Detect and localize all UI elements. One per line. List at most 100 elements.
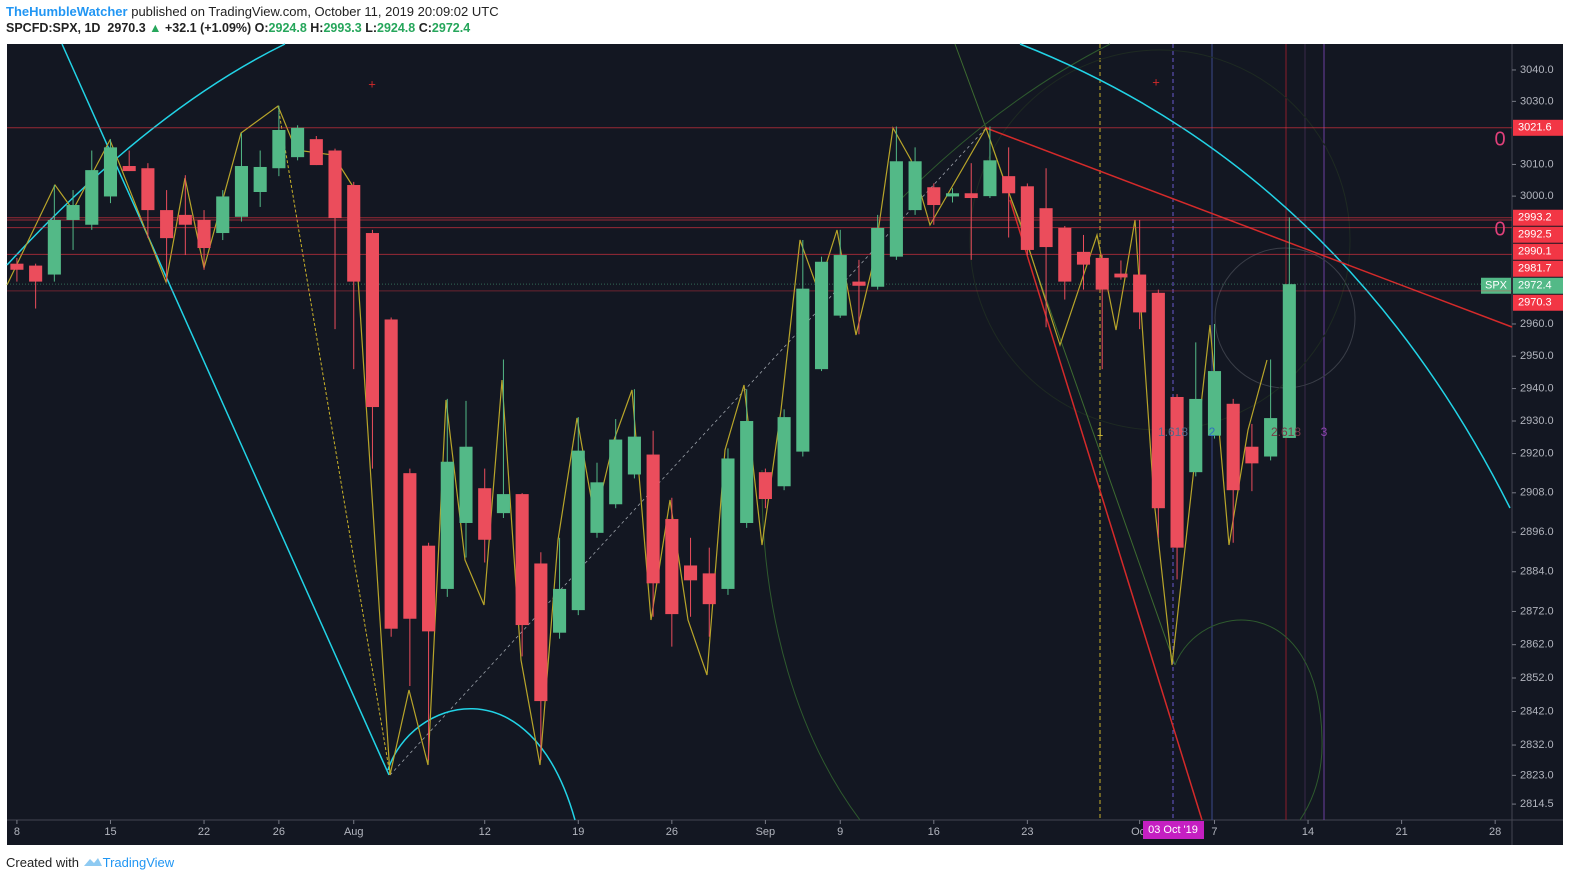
candle-body <box>1002 176 1016 194</box>
candle-body <box>1189 398 1203 473</box>
y-tick-label: 2920.0 <box>1520 447 1554 459</box>
logo <box>83 858 102 866</box>
candle-body <box>234 166 249 217</box>
candle-body <box>665 519 679 615</box>
publish-line: TheHumbleWatcher published on TradingVie… <box>6 4 499 19</box>
candle-body <box>478 488 492 540</box>
candle-body <box>740 421 754 523</box>
candle-body <box>178 214 192 225</box>
symbol: SPCFD:SPX, 1D <box>6 21 101 35</box>
candle-body <box>272 130 286 169</box>
candle-body <box>440 461 454 589</box>
candle-body <box>384 319 398 629</box>
x-tick-label: 28 <box>1489 826 1501 838</box>
crosshair-label-bg <box>1143 821 1204 839</box>
candle-body <box>515 494 529 626</box>
y-tick-label: 2872.0 <box>1520 605 1554 617</box>
candle-body <box>721 458 735 589</box>
ohlc-label: L: <box>365 21 377 35</box>
dashed-trend <box>389 127 987 776</box>
last-price-label: 2972.4 <box>1518 280 1552 292</box>
candle-body <box>796 288 810 452</box>
candle-body <box>1151 292 1165 509</box>
candle-body <box>197 219 211 249</box>
author[interactable]: TheHumbleWatcher <box>6 4 128 19</box>
price-label-bg <box>1513 226 1563 243</box>
annotation: 0 <box>1494 128 1505 150</box>
y-tick-label: 2862.0 <box>1520 639 1554 651</box>
brand[interactable]: TradingView <box>102 855 175 870</box>
x-tick-label: 9 <box>837 826 843 838</box>
candle-body <box>85 170 99 225</box>
annotation: 1 <box>1097 425 1104 439</box>
price-label-bg <box>1513 243 1563 260</box>
arc <box>899 43 1111 201</box>
candle-body <box>646 454 660 584</box>
candle-body <box>1020 186 1034 250</box>
candle-body <box>1207 371 1222 436</box>
price-label: 2981.7 <box>1518 263 1552 275</box>
annotation: 2 <box>1209 425 1216 439</box>
cross-marker: + <box>368 76 376 91</box>
last-price-label-bg <box>1513 277 1563 294</box>
cyan-arc <box>387 708 576 821</box>
candle-body <box>1226 403 1240 491</box>
y-tick-label: 2832.0 <box>1520 739 1554 751</box>
y-tick-label: 2950.0 <box>1520 350 1554 362</box>
x-tick-label: 12 <box>479 826 491 838</box>
candle-body <box>627 436 641 475</box>
candle-body <box>571 450 585 611</box>
candle-body <box>403 473 417 619</box>
prev-price-label: 2970.3 <box>1518 297 1552 309</box>
published: published on TradingView.com, October 11… <box>131 4 499 19</box>
ohlc-label: H: <box>310 21 324 35</box>
trend-line <box>954 43 987 129</box>
y-tick-label: 2940.0 <box>1520 382 1554 394</box>
candle-body <box>1170 396 1184 548</box>
ohlc-value: 2924.8 <box>377 21 416 35</box>
prev-price-label-bg <box>1513 294 1563 311</box>
x-tick-label: 15 <box>104 826 116 838</box>
candle-body <box>702 573 716 605</box>
x-tick-label: 14 <box>1302 826 1314 838</box>
candle-body <box>758 472 772 500</box>
candle-body <box>1133 274 1147 313</box>
ohlc-value: 2993.3 <box>323 21 362 35</box>
x-tick-label: 16 <box>928 826 940 838</box>
candle-body <box>833 255 847 316</box>
candle-body <box>852 281 866 286</box>
y-tick-label: 2896.0 <box>1520 526 1554 538</box>
candle-body <box>1039 208 1053 248</box>
candle-body <box>983 160 997 197</box>
candle-body <box>908 161 922 211</box>
ohlc-value: 2972.4 <box>431 21 471 35</box>
crosshair-label: 03 Oct '19 <box>1148 824 1198 836</box>
candle-body <box>365 233 379 408</box>
quote-line: SPCFD:SPX, 1D 2970.3 ▲ +32.1 (+1.09%) O:… <box>6 21 470 35</box>
price-label: 2993.2 <box>1518 212 1552 224</box>
price-label: 3021.6 <box>1518 122 1552 134</box>
candle-body <box>29 265 43 282</box>
cyan-arc <box>6 43 286 266</box>
candle-body <box>309 139 323 166</box>
trend-line <box>277 105 391 776</box>
candle-body <box>66 205 80 220</box>
y-tick-label: 2814.5 <box>1520 798 1554 810</box>
arc <box>761 469 861 821</box>
up-arrow: ▲ <box>149 21 162 35</box>
y-tick-label: 2823.0 <box>1520 769 1554 781</box>
annotation: 3 <box>1321 425 1328 439</box>
x-tick-label: Sep <box>756 826 776 838</box>
candle-body <box>609 439 623 505</box>
candle-body <box>1114 273 1128 278</box>
candle-body <box>534 563 548 702</box>
y-tick-label: 2930.0 <box>1520 415 1554 427</box>
x-tick-label: 22 <box>198 826 210 838</box>
candle-body <box>1095 257 1109 290</box>
chart: + + 3040.0 3030.0 3010.0 3000.0 2960.0 2950.0… <box>6 43 1563 845</box>
annotation: 1.618 <box>1158 425 1188 439</box>
candle-body <box>496 494 510 514</box>
candle-body <box>347 185 361 282</box>
cross-marker: + <box>1152 74 1160 89</box>
